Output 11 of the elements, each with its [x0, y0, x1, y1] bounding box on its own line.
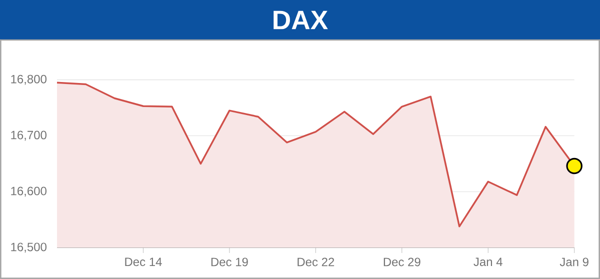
x-tick-label: Dec 29 [384, 258, 420, 266]
y-tick-label: 16,500 [11, 242, 46, 253]
x-tick-label: Dec 14 [125, 258, 162, 266]
x-tick-label: Dec 22 [298, 258, 334, 266]
chart-title: DAX [274, 10, 328, 30]
y-tick-label: 16,600 [11, 186, 46, 197]
x-tick-label: Dec 19 [211, 258, 248, 266]
y-tick-label: 16,700 [11, 130, 46, 141]
x-tick-label: Jan 9 [560, 258, 588, 266]
y-tick-label: 16,800 [11, 74, 46, 85]
x-tick-label: Jan 4 [474, 258, 502, 266]
